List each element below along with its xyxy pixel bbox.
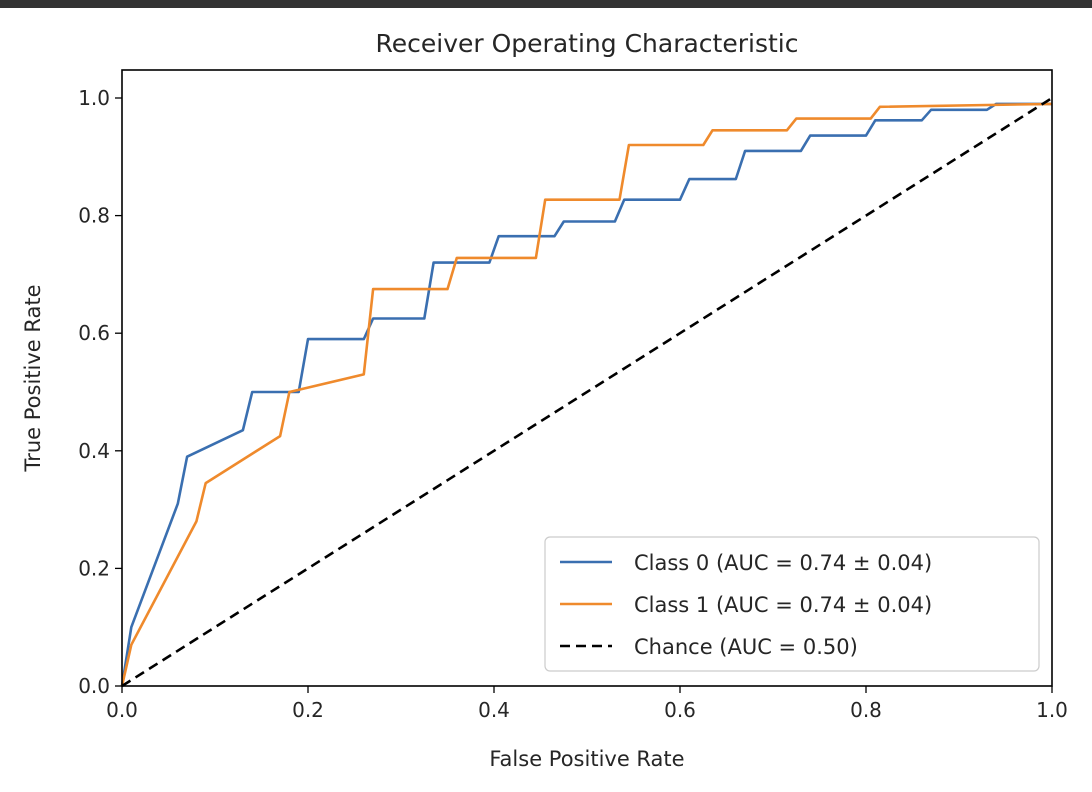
y-axis-label: True Positive Rate: [21, 284, 45, 472]
y-tick-label-3: 0.6: [78, 321, 110, 345]
y-tick-label-5: 1.0: [78, 86, 110, 110]
y-tick-label-1: 0.2: [78, 556, 110, 580]
window-top-bar: [0, 0, 1092, 8]
x-tick-label-1: 0.2: [292, 698, 324, 722]
x-tick-label-4: 0.8: [850, 698, 882, 722]
x-tick-label-0: 0.0: [106, 698, 138, 722]
legend-label-2: Chance (AUC = 0.50): [634, 635, 858, 659]
y-tick-label-0: 0.0: [78, 674, 110, 698]
y-tick-label-4: 0.8: [78, 204, 110, 228]
legend-label-0: Class 0 (AUC = 0.74 ± 0.04): [634, 551, 932, 575]
x-tick-label-5: 1.0: [1036, 698, 1068, 722]
series-line-2: [121, 96, 1053, 688]
x-axis-ticks: 0.0 0.2 0.4 0.6 0.8 1.0: [106, 686, 1068, 722]
series-line-0: [120, 102, 1052, 687]
x-tick-label-3: 0.6: [664, 698, 696, 722]
x-axis-label: False Positive Rate: [489, 747, 684, 771]
series-line-1: [120, 102, 1053, 687]
y-axis-ticks: 0.0 0.2 0.4 0.6 0.8 1.0: [78, 86, 122, 698]
legend: Class 0 (AUC = 0.74 ± 0.04) Class 1 (AUC …: [544, 536, 1040, 672]
x-tick-label-2: 0.4: [478, 698, 510, 722]
chart-title: Receiver Operating Characteristic: [376, 29, 799, 58]
legend-box: [544, 536, 1040, 672]
plot-frame: [121, 69, 1053, 687]
y-tick-label-2: 0.4: [78, 439, 110, 463]
legend-label-1: Class 1 (AUC = 0.74 ± 0.04): [634, 593, 932, 617]
plot-lines: [120, 96, 1053, 688]
